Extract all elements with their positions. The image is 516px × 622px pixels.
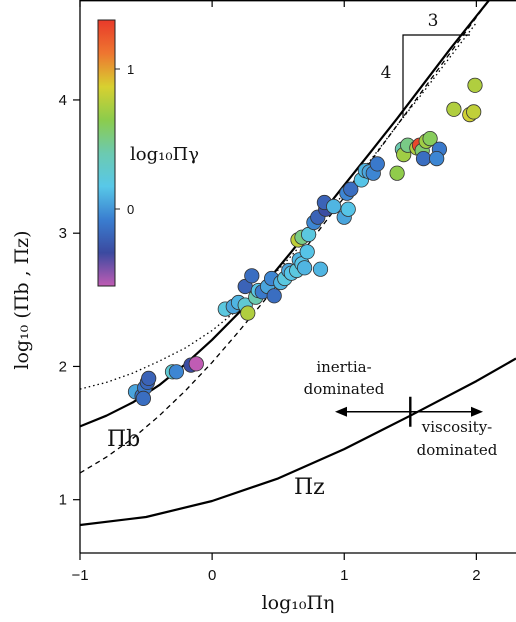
data-point xyxy=(135,390,151,406)
data-point xyxy=(429,151,445,167)
slope-rise-label: 4 xyxy=(381,63,392,83)
data-point xyxy=(299,244,315,260)
data-point xyxy=(467,77,483,93)
axes xyxy=(79,0,516,554)
data-point xyxy=(340,201,356,217)
y-tick-label: 3 xyxy=(59,225,67,242)
x-tick-label: 2 xyxy=(472,567,480,584)
data-point xyxy=(296,260,313,276)
x-axis-ticks: −1 0 1 2 xyxy=(71,0,481,584)
data-point xyxy=(422,131,438,147)
slope-triangle-legs xyxy=(402,34,470,118)
data-point xyxy=(168,364,184,380)
curve-dotted xyxy=(80,22,477,390)
scatter-points xyxy=(127,77,483,406)
data-point xyxy=(244,268,260,284)
y-axis-ticks: 1 2 3 4 xyxy=(59,92,80,509)
slope-triangle xyxy=(402,34,470,118)
colorbar-title: log₁₀Πγ xyxy=(130,144,199,165)
viscosity-label-line2: dominated xyxy=(417,441,498,459)
x-tick-label: 1 xyxy=(340,567,348,584)
curve-label-pi-b: Πb xyxy=(107,427,140,452)
y-axis-title: log₁₀ (Πb , Πz) xyxy=(11,230,33,369)
y-tick-label: 4 xyxy=(59,92,67,109)
arrowhead-left xyxy=(335,406,347,417)
colorbar-ticks: 01 xyxy=(115,62,134,217)
inertia-label-line2: dominated xyxy=(304,380,385,398)
colorbar-tick-label: 0 xyxy=(127,202,134,217)
data-point xyxy=(466,104,482,120)
curve-label-pi-z: Πz xyxy=(294,475,325,500)
colorbar-tick-label: 1 xyxy=(127,62,134,77)
arrowhead-right xyxy=(471,406,483,417)
data-point xyxy=(188,356,204,372)
curve-pi-b xyxy=(80,0,491,428)
data-point xyxy=(369,156,385,172)
colorbar-bar xyxy=(97,19,116,287)
y-tick-label: 2 xyxy=(59,358,67,375)
x-axis-title: log₁₀Πη xyxy=(262,592,335,614)
data-point xyxy=(312,261,329,277)
inertia-label-line1: inertia- xyxy=(316,358,371,376)
data-point xyxy=(389,165,405,181)
data-point xyxy=(343,181,359,197)
data-point xyxy=(240,305,256,321)
colorbar: 01 log₁₀Πγ xyxy=(97,19,199,287)
x-tick-label: −1 xyxy=(71,567,88,584)
plot-area xyxy=(80,0,516,527)
data-point xyxy=(326,198,342,215)
slope-run-label: 3 xyxy=(428,11,439,31)
curve-pi-z xyxy=(80,357,516,527)
regime-arrows xyxy=(335,396,483,427)
viscosity-label-line1: viscosity- xyxy=(421,418,492,436)
x-tick-label: 0 xyxy=(208,567,216,584)
data-point xyxy=(415,151,432,167)
data-point xyxy=(446,101,462,117)
data-point xyxy=(266,288,282,304)
y-tick-label: 1 xyxy=(59,492,67,509)
data-point xyxy=(141,370,157,386)
